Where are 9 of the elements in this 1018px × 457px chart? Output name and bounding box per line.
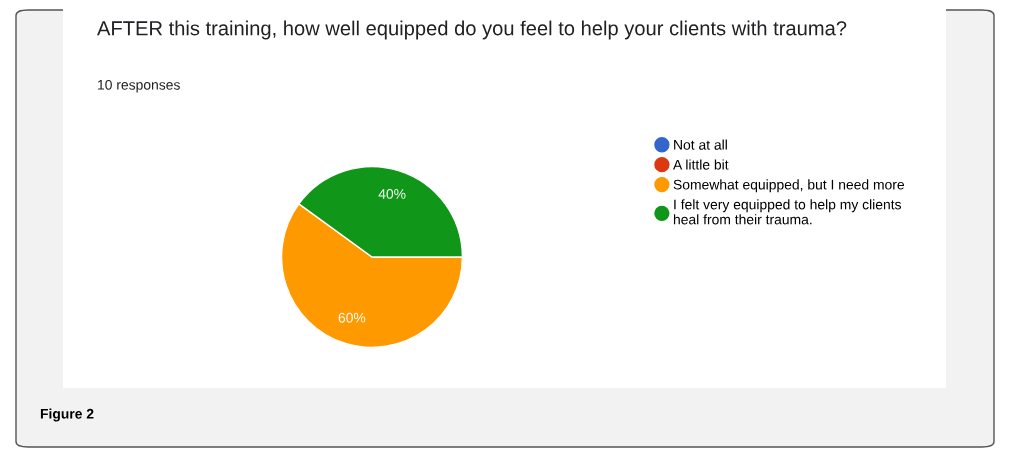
data-label: 60% — [338, 312, 366, 323]
legend-label: I felt very equipped to help my clients heal from their trauma. — [673, 199, 902, 225]
legend-label: Somewhat equipped, but I need more — [673, 179, 905, 193]
caption: Figure 2 — [40, 408, 94, 422]
data-label: 40% — [378, 188, 406, 199]
chart-title: AFTER this training, how well equipped do you feel to help your clients with trauma? — [97, 20, 847, 40]
legend-label: A little bit — [673, 159, 729, 170]
text: 10 responses — [98, 79, 180, 93]
legend-label: Not at all — [674, 139, 727, 150]
